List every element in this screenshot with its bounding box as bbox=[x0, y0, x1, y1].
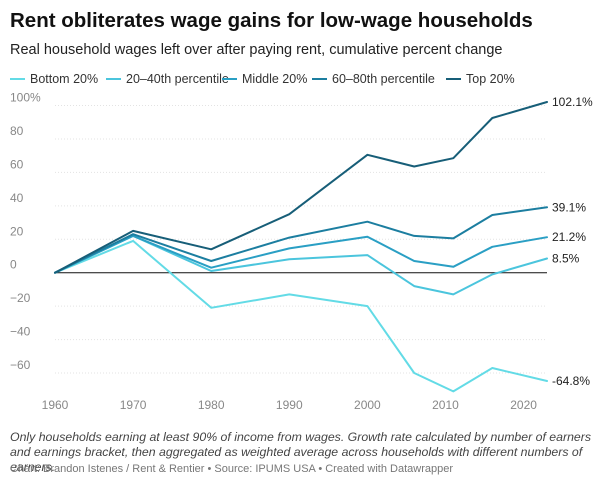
y-tick-label: 20 bbox=[10, 224, 24, 238]
legend-item-top-20: Top 20% bbox=[446, 70, 515, 88]
legend-label: Bottom 20% bbox=[30, 72, 99, 86]
legend-swatch bbox=[106, 78, 121, 80]
chart-credit: Chart: Brandon Istenes / Rent & Rentier … bbox=[10, 463, 454, 475]
end-label-20-40th-percentile: 8.5% bbox=[552, 251, 580, 265]
y-tick-label: 0 bbox=[10, 258, 17, 272]
series-line-20-40th-percentile bbox=[54, 234, 548, 296]
legend-swatch bbox=[446, 78, 461, 80]
x-tick-label: 2010 bbox=[432, 398, 459, 412]
y-tick-label: 60 bbox=[10, 157, 24, 171]
y-tick-label: −60 bbox=[10, 358, 31, 372]
y-tick-label: 40 bbox=[10, 191, 24, 205]
x-tick-label: 1990 bbox=[276, 398, 303, 412]
legend-swatch bbox=[10, 78, 25, 80]
y-tick-label: −40 bbox=[10, 325, 31, 339]
legend-label: 60–80th percentile bbox=[332, 72, 435, 86]
series-line-top-20 bbox=[54, 101, 548, 274]
legend-item-60-80th-percentile: 60–80th percentile bbox=[312, 70, 435, 88]
legend-item-middle-20: Middle 20% bbox=[222, 70, 307, 88]
legend-label: Top 20% bbox=[466, 72, 515, 86]
series-line-middle-20 bbox=[54, 234, 548, 274]
x-tick-label: 1970 bbox=[120, 398, 147, 412]
x-tick-label: 2000 bbox=[354, 398, 381, 412]
chart-notes: Only households earning at least 90% of … bbox=[10, 430, 591, 474]
end-label-60-80th-percentile: 39.1% bbox=[552, 200, 586, 214]
y-tick-label: 100% bbox=[10, 91, 41, 105]
legend-item-bottom-20: Bottom 20% bbox=[10, 70, 98, 88]
legend-swatch bbox=[222, 78, 237, 80]
chart-title: Rent obliterates wage gains for low-wage… bbox=[10, 9, 533, 32]
legend: Bottom 20% 20–40th percentile Middle 20% 60… bbox=[10, 70, 595, 88]
series-line-60-80th-percentile bbox=[54, 206, 548, 274]
end-label-bottom-20: -64.8% bbox=[552, 374, 590, 388]
legend-label: 20–40th percentile bbox=[126, 72, 229, 86]
legend-label: Middle 20% bbox=[242, 72, 308, 86]
legend-swatch bbox=[312, 78, 327, 80]
x-tick-label: 1960 bbox=[42, 398, 69, 412]
x-tick-label: 2020 bbox=[510, 398, 537, 412]
chart-subtitle: Real household wages left over after pay… bbox=[10, 42, 503, 58]
end-label-middle-20: 21.2% bbox=[552, 230, 586, 244]
y-tick-label: 80 bbox=[10, 124, 24, 138]
line-chart: −60 −40 −20 0 20 40 60 80 100% 1960 1970 1980 1990 20… bbox=[10, 91, 593, 413]
x-tick-label: 1980 bbox=[198, 398, 225, 412]
end-label-top-20: 102.1% bbox=[552, 95, 593, 109]
y-tick-label: −20 bbox=[10, 291, 31, 305]
legend-item-20-40th-percentile: 20–40th percentile bbox=[106, 70, 229, 88]
series-line-bottom-20 bbox=[54, 239, 548, 393]
